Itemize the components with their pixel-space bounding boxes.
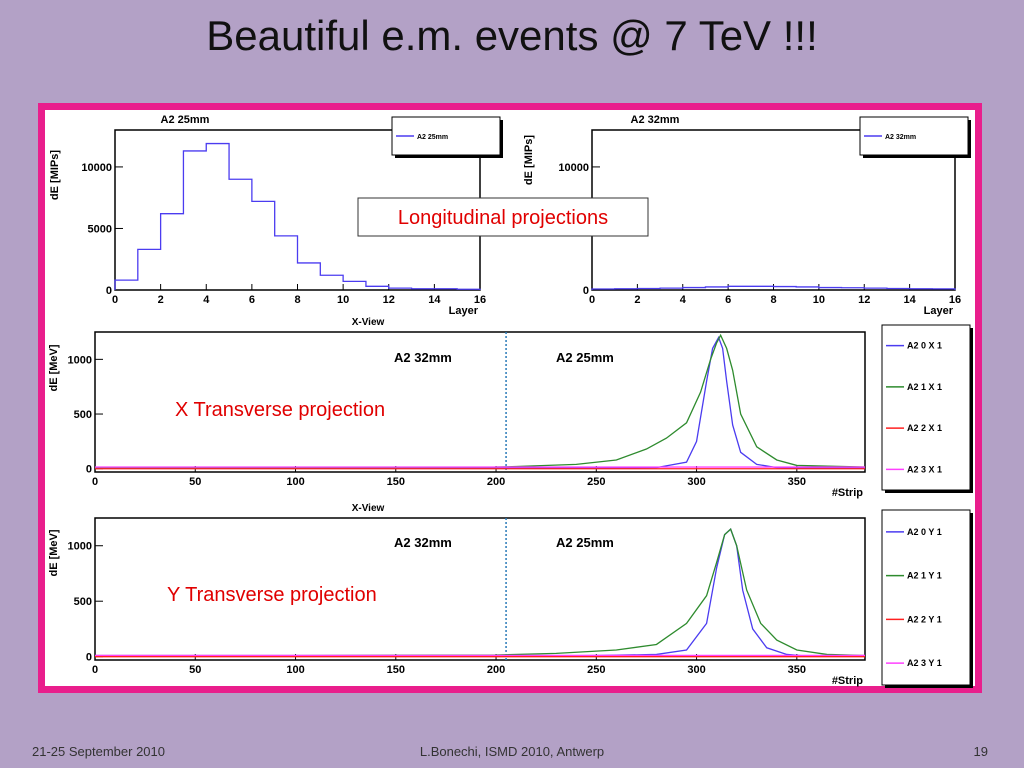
x-tick-label: 200 bbox=[487, 476, 505, 488]
x-axis-label: Layer bbox=[924, 305, 954, 317]
x-tick-label: 50 bbox=[189, 476, 201, 488]
x-tick-label: 4 bbox=[203, 294, 210, 306]
y-transverse-label: Y Transverse projection bbox=[167, 584, 377, 606]
x-tick-label: 250 bbox=[587, 476, 605, 488]
chart-long-32: A2 32mm 0 2 4 6 8 10 12 14 16 0 10000 Layer dE [MIPs]… bbox=[523, 112, 971, 317]
x-tick-label: 150 bbox=[387, 664, 405, 676]
view-label: X-View bbox=[352, 503, 385, 514]
chart-trans-x: 0 50 100 150 200 250 300 350 0 500 1000 #Strip dE [M… bbox=[48, 324, 973, 514]
x-tick-label: 16 bbox=[474, 294, 486, 306]
y-tick-label: 0 bbox=[106, 285, 112, 297]
series-line-0 bbox=[591, 285, 956, 290]
y-tick-label: 5000 bbox=[88, 223, 112, 235]
x-a2-25mm-label: A2 25mm bbox=[556, 350, 614, 365]
legend-box bbox=[881, 324, 971, 491]
x-tick-label: 300 bbox=[687, 476, 705, 488]
legend-entry: A2 25mm bbox=[417, 134, 448, 141]
y-tick-label: 0 bbox=[86, 464, 92, 476]
x-tick-label: 350 bbox=[788, 664, 806, 676]
chart-trans-y: 0 50 100 150 200 250 300 350 0 500 1000 #Strip dE [M… bbox=[48, 509, 973, 688]
y-a2-32mm-label: A2 32mm bbox=[394, 535, 452, 550]
legend-box bbox=[391, 116, 501, 156]
x-tick-label: 50 bbox=[189, 664, 201, 676]
view-label: X-View bbox=[352, 317, 385, 328]
chart-title-box bbox=[145, 112, 225, 126]
y-a2-25mm-label: A2 25mm bbox=[556, 535, 614, 550]
x-tick-label: 100 bbox=[286, 664, 304, 676]
series-line-0 bbox=[114, 142, 481, 290]
x-tick-label: 12 bbox=[383, 294, 395, 306]
legend-entry: A2 32mm bbox=[885, 134, 916, 141]
x-transverse-label: X Transverse projection bbox=[175, 399, 385, 421]
x-tick-label: 6 bbox=[725, 294, 731, 306]
legend-entry: A2 0 Y 1 bbox=[907, 527, 942, 537]
x-tick-label: 10 bbox=[813, 294, 825, 306]
y-axis-label: dE [MeV] bbox=[48, 344, 60, 391]
y-tick-label: 10000 bbox=[81, 162, 112, 174]
legend-entry: A2 3 Y 1 bbox=[907, 658, 942, 668]
y-tick-label: 500 bbox=[74, 409, 92, 421]
x-tick-label: 350 bbox=[788, 476, 806, 488]
legend-entry: A2 3 X 1 bbox=[907, 464, 942, 474]
x-tick-label: 6 bbox=[249, 294, 255, 306]
legend-entry: A2 2 X 1 bbox=[907, 423, 942, 433]
plot-area bbox=[94, 331, 866, 473]
legend-entry: A2 2 Y 1 bbox=[907, 614, 942, 624]
y-tick-label: 0 bbox=[86, 652, 92, 664]
legend-entry: A2 1 X 1 bbox=[907, 382, 942, 392]
y-axis-label: dE [MIPs] bbox=[523, 135, 535, 185]
longitudinal-label-text: Longitudinal projections bbox=[398, 207, 608, 229]
footer-page-number: 19 bbox=[973, 744, 988, 759]
x-tick-label: 8 bbox=[294, 294, 300, 306]
x-tick-label: 4 bbox=[680, 294, 687, 306]
y-tick-label: 0 bbox=[583, 285, 589, 297]
x-tick-label: 0 bbox=[589, 294, 595, 306]
x-axis-label: Layer bbox=[449, 305, 479, 317]
x-tick-label: 300 bbox=[687, 664, 705, 676]
x-tick-label: 2 bbox=[634, 294, 640, 306]
x-tick-label: 100 bbox=[286, 476, 304, 488]
x-tick-label: 200 bbox=[487, 664, 505, 676]
x-tick-label: 10 bbox=[337, 294, 349, 306]
x-tick-label: 8 bbox=[770, 294, 776, 306]
x-tick-label: 0 bbox=[92, 664, 98, 676]
y-axis-label: dE [MIPs] bbox=[49, 150, 61, 200]
x-tick-label: 0 bbox=[112, 294, 118, 306]
y-tick-label: 10000 bbox=[558, 162, 589, 174]
longitudinal-label: Longitudinal projections bbox=[357, 197, 649, 237]
x-tick-label: 250 bbox=[587, 664, 605, 676]
footer-author: L.Bonechi, ISMD 2010, Antwerp bbox=[419, 744, 605, 759]
x-tick-label: 14 bbox=[428, 294, 441, 306]
y-tick-label: 1000 bbox=[68, 541, 92, 553]
legend-entry: A2 0 X 1 bbox=[907, 341, 942, 351]
y-axis-label: dE [MeV] bbox=[48, 529, 60, 576]
x-tick-label: 150 bbox=[387, 476, 405, 488]
x-tick-label: 16 bbox=[949, 294, 961, 306]
slide-title: Beautiful e.m. events @ 7 TeV !!! bbox=[206, 12, 818, 59]
x-tick-label: 2 bbox=[158, 294, 164, 306]
y-tick-label: 500 bbox=[74, 596, 92, 608]
x-tick-label: 14 bbox=[904, 294, 917, 306]
chart-title: A2 25mm bbox=[161, 114, 210, 126]
x-axis-label: #Strip bbox=[832, 487, 863, 499]
legend-box bbox=[881, 509, 971, 686]
x-axis-label: #Strip bbox=[832, 675, 863, 687]
legend-entry: A2 1 Y 1 bbox=[907, 571, 942, 581]
chart-title-box bbox=[615, 112, 695, 126]
footer-date: 21-25 September 2010 bbox=[32, 744, 165, 759]
x-a2-32mm-label: A2 32mm bbox=[394, 350, 452, 365]
x-tick-label: 12 bbox=[858, 294, 870, 306]
x-tick-label: 0 bbox=[92, 476, 98, 488]
plot-area bbox=[94, 517, 866, 661]
chart-title: A2 32mm bbox=[631, 114, 680, 126]
longitudinal-label-box bbox=[357, 197, 649, 237]
y-tick-label: 1000 bbox=[68, 354, 92, 366]
